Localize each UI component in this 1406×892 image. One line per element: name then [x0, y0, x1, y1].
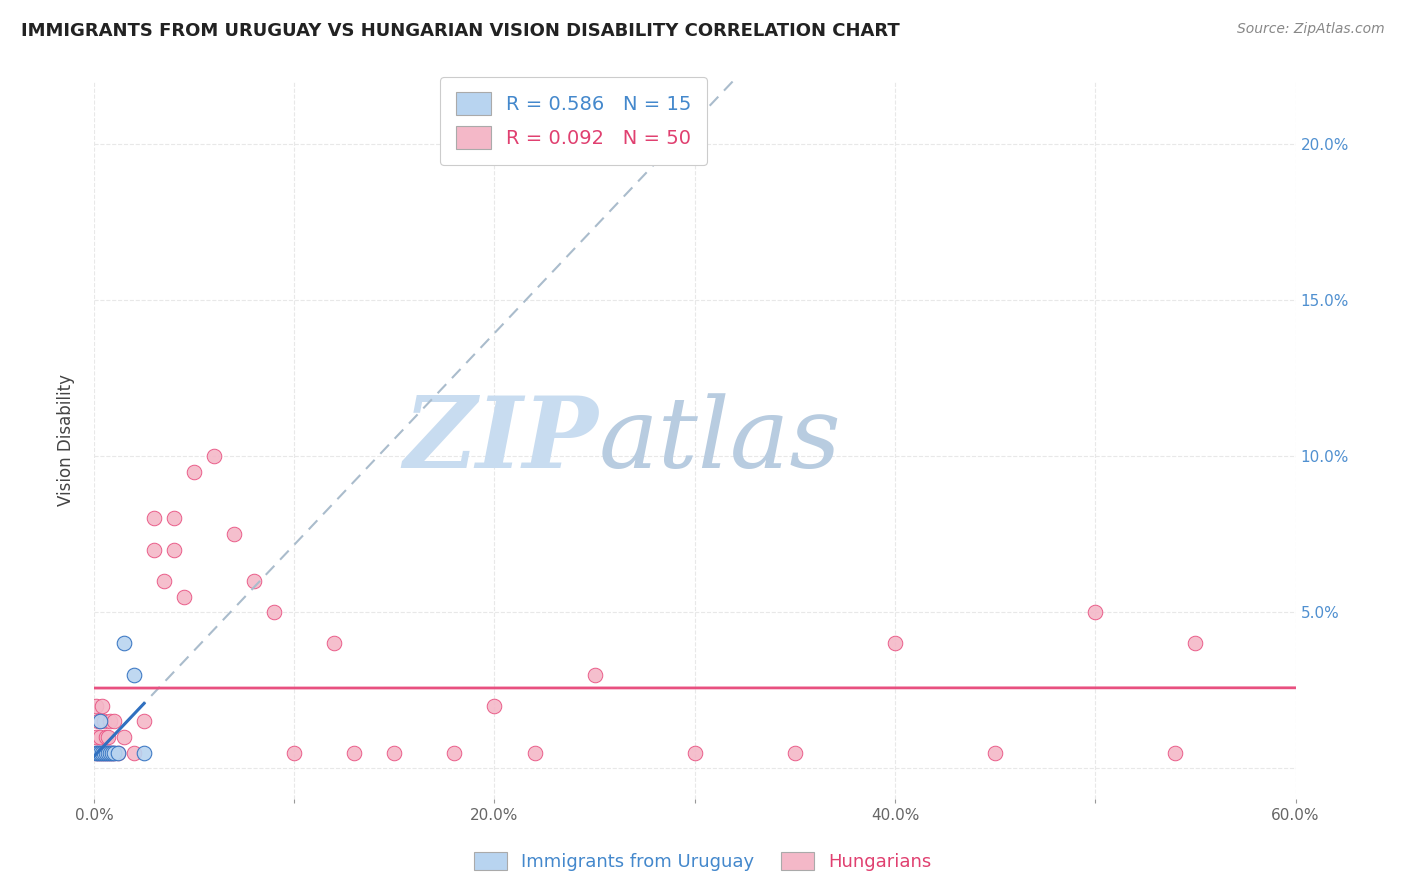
Point — [103, 746, 125, 760]
Point — [94, 730, 117, 744]
Text: ZIP: ZIP — [404, 392, 599, 489]
Text: IMMIGRANTS FROM URUGUAY VS HUNGARIAN VISION DISABILITY CORRELATION CHART: IMMIGRANTS FROM URUGUAY VS HUNGARIAN VIS… — [21, 22, 900, 40]
Point — [1084, 605, 1107, 619]
Point — [683, 746, 706, 760]
Point — [89, 714, 111, 729]
Point — [87, 746, 110, 760]
Point — [87, 714, 110, 729]
Point — [98, 746, 121, 760]
Point — [89, 746, 111, 760]
Point — [484, 698, 506, 713]
Point — [107, 746, 129, 760]
Point — [103, 746, 125, 760]
Legend: R = 0.586   N = 15, R = 0.092   N = 50: R = 0.586 N = 15, R = 0.092 N = 50 — [440, 77, 707, 164]
Point — [173, 590, 195, 604]
Point — [89, 746, 111, 760]
Point — [97, 746, 120, 760]
Point — [163, 542, 186, 557]
Point — [243, 574, 266, 588]
Point — [263, 605, 285, 619]
Point — [84, 730, 107, 744]
Point — [93, 714, 115, 729]
Text: atlas: atlas — [599, 392, 841, 488]
Point — [84, 698, 107, 713]
Point — [153, 574, 176, 588]
Point — [112, 636, 135, 650]
Y-axis label: Vision Disability: Vision Disability — [58, 375, 75, 507]
Point — [101, 746, 124, 760]
Point — [87, 746, 110, 760]
Point — [98, 746, 121, 760]
Point — [84, 746, 107, 760]
Point — [122, 667, 145, 681]
Point — [884, 636, 907, 650]
Point — [443, 746, 465, 760]
Point — [132, 746, 155, 760]
Point — [122, 746, 145, 760]
Point — [107, 746, 129, 760]
Point — [343, 746, 366, 760]
Point — [112, 730, 135, 744]
Point — [93, 746, 115, 760]
Point — [283, 746, 305, 760]
Point — [143, 542, 166, 557]
Point — [163, 511, 186, 525]
Point — [1164, 746, 1187, 760]
Point — [91, 698, 114, 713]
Point — [94, 746, 117, 760]
Point — [103, 714, 125, 729]
Point — [97, 730, 120, 744]
Point — [783, 746, 806, 760]
Legend: Immigrants from Uruguay, Hungarians: Immigrants from Uruguay, Hungarians — [467, 845, 939, 879]
Point — [101, 746, 124, 760]
Point — [89, 730, 111, 744]
Point — [523, 746, 546, 760]
Point — [984, 746, 1007, 760]
Point — [98, 714, 121, 729]
Point — [84, 746, 107, 760]
Point — [202, 449, 225, 463]
Point — [1184, 636, 1206, 650]
Point — [143, 511, 166, 525]
Point — [323, 636, 346, 650]
Text: Source: ZipAtlas.com: Source: ZipAtlas.com — [1237, 22, 1385, 37]
Point — [97, 746, 120, 760]
Point — [583, 667, 606, 681]
Point — [91, 746, 114, 760]
Point — [91, 746, 114, 760]
Point — [382, 746, 405, 760]
Point — [132, 714, 155, 729]
Point — [183, 465, 205, 479]
Point — [93, 746, 115, 760]
Point — [224, 527, 246, 541]
Point — [94, 746, 117, 760]
